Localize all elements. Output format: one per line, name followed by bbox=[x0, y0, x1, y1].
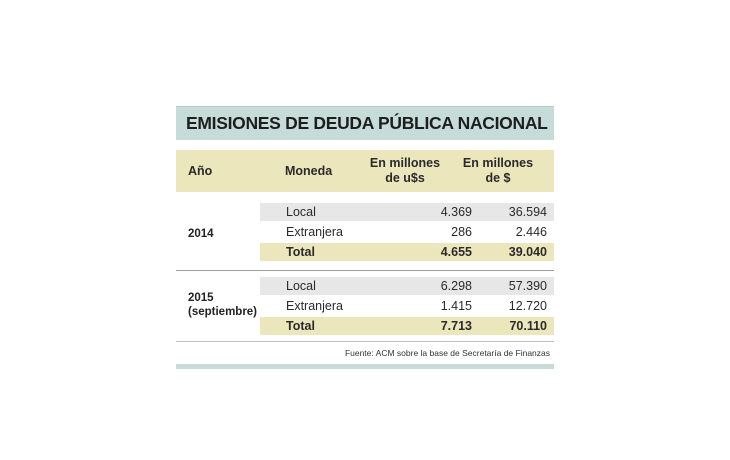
cell-ars: 2.446 bbox=[515, 225, 547, 239]
cell-currency: Total bbox=[286, 245, 315, 259]
group-year-line1: 2015 bbox=[188, 292, 214, 304]
group-year: 2014 bbox=[188, 227, 214, 241]
header-ars-line2: de $ bbox=[485, 171, 511, 185]
header-usd: En millones de u$s bbox=[363, 156, 447, 186]
cell-currency: Local bbox=[286, 205, 316, 219]
group-2014: 2014 Local 4.369 36.594 Extranjera 286 2… bbox=[176, 203, 554, 270]
group-year-line2: (septiembre) bbox=[188, 306, 258, 318]
cell-ars: 39.040 bbox=[508, 245, 547, 259]
cell-usd: 286 bbox=[451, 225, 472, 239]
debt-table-card: EMISIONES DE DEUDA PÚBLICA NACIONAL Año … bbox=[176, 106, 554, 369]
table-row: Extranjera 1.415 12.720 bbox=[260, 297, 554, 315]
header-ars: En millones de $ bbox=[456, 156, 540, 186]
cell-usd: 1.415 bbox=[440, 299, 472, 313]
table-row-total: Total 7.713 70.110 bbox=[260, 317, 554, 335]
group-year-line1: 2014 bbox=[188, 228, 214, 240]
group-divider bbox=[176, 270, 554, 271]
cell-ars: 57.390 bbox=[508, 279, 547, 293]
cell-currency: Total bbox=[286, 319, 315, 333]
header-year: Año bbox=[188, 164, 213, 178]
group-2015: 2015 (septiembre) Local 6.298 57.390 Ext… bbox=[176, 277, 554, 340]
group-year: 2015 (septiembre) bbox=[188, 291, 257, 319]
table-row: Local 6.298 57.390 bbox=[260, 277, 554, 295]
table-title: EMISIONES DE DEUDA PÚBLICA NACIONAL bbox=[176, 106, 554, 140]
cell-usd: 4.655 bbox=[440, 245, 472, 259]
cell-usd: 7.713 bbox=[440, 319, 472, 333]
table-row: Extranjera 286 2.446 bbox=[260, 223, 554, 241]
cell-usd: 6.298 bbox=[440, 279, 472, 293]
header-ars-line1: En millones bbox=[462, 156, 534, 170]
cell-ars: 70.110 bbox=[509, 319, 547, 333]
cell-ars: 36.594 bbox=[508, 205, 547, 219]
table-header: Año Moneda En millones de u$s En millone… bbox=[176, 150, 554, 192]
table-row-total: Total 4.655 39.040 bbox=[260, 243, 554, 261]
table-row: Local 4.369 36.594 bbox=[260, 203, 554, 221]
header-currency: Moneda bbox=[285, 164, 333, 178]
cell-usd: 4.369 bbox=[440, 205, 472, 219]
source-note: Fuente: ACM sobre la base de Secretaría … bbox=[176, 341, 554, 364]
cell-currency: Extranjera bbox=[286, 225, 343, 239]
header-usd-line2: de u$s bbox=[385, 171, 425, 185]
source-text: Fuente: ACM sobre la base de Secretaría … bbox=[344, 348, 550, 358]
cell-currency: Extranjera bbox=[286, 299, 343, 313]
header-usd-line1: En millones bbox=[369, 156, 441, 170]
cell-currency: Local bbox=[286, 279, 316, 293]
cell-ars: 12.720 bbox=[508, 299, 547, 313]
bottom-accent-bar bbox=[176, 364, 554, 369]
